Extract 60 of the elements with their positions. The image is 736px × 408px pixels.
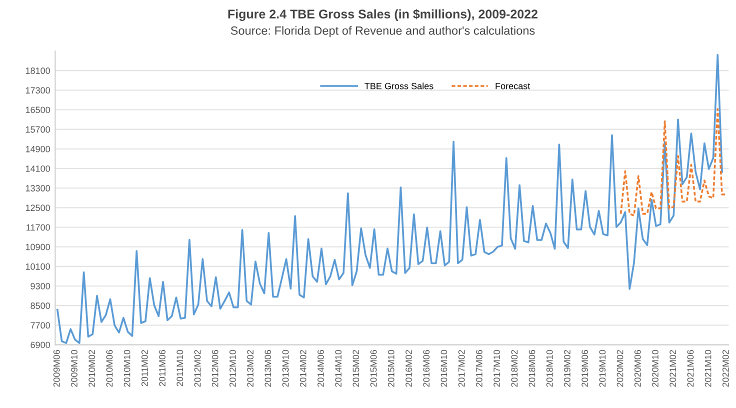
x-tick-label: 2021M06 (687, 350, 694, 387)
y-tick-label: 15700 (26, 126, 50, 133)
x-tick-label: 2013M02 (247, 350, 254, 387)
legend-label: TBE Gross Sales (364, 82, 434, 90)
y-tick-label: 10900 (26, 244, 50, 250)
x-tick-label: 2020M10 (652, 350, 658, 387)
x-tick-label: 2016M06 (423, 350, 430, 387)
x-tick-label: 2022M02 (722, 350, 729, 387)
y-tick-label: 8500 (30, 302, 50, 309)
x-tick-label: 2018M10 (546, 350, 553, 387)
y-tick-label: 17300 (26, 87, 50, 94)
y-tick-label: 18100 (26, 68, 50, 74)
x-tick-label: 2013M10 (282, 350, 289, 387)
x-tick-label: 2017M02 (458, 350, 465, 387)
x-tick-label: 2018M02 (511, 350, 518, 387)
chart-subtitle: Source: Florida Dept of Revenue and author's calculations (230, 26, 535, 38)
x-tick-label: 2011M02 (141, 350, 148, 386)
x-tick-label: 2015M10 (388, 350, 394, 387)
x-tick-label: 2016M10 (440, 350, 448, 387)
y-tick-label: 6900 (30, 342, 50, 348)
x-tick-label: 2010M06 (106, 350, 113, 387)
x-tick-label: 2012M10 (229, 350, 236, 387)
x-tick-label: 2016M02 (406, 350, 412, 387)
x-tick-label: 2020M06 (634, 350, 641, 387)
x-tick-label: 2015M06 (370, 350, 377, 387)
legend-label: Forecast (496, 82, 530, 90)
x-tick-label: 2009M06 (53, 350, 60, 387)
chart-title: Figure 2.4 TBE Gross Sales (in $millions), 2009-2022 (228, 9, 538, 22)
y-tick-label: 9300 (30, 282, 50, 290)
x-tick-label: 2019M06 (582, 350, 588, 387)
x-tick-label: 2019M10 (599, 350, 606, 387)
x-tick-label: 2014M10 (335, 350, 342, 387)
x-tick-label: 2017M10 (494, 350, 500, 387)
y-tick-label: 12500 (26, 204, 50, 212)
x-tick-label: 2018M06 (528, 350, 536, 387)
x-tick-label: 2011M10 (176, 350, 184, 386)
y-tick-label: 14100 (26, 165, 50, 172)
x-tick-label: 2014M02 (300, 350, 306, 387)
x-tick-label: 2012M02 (194, 350, 201, 387)
line-series (620, 108, 728, 216)
y-tick-label: 7700 (30, 322, 50, 329)
y-tick-label: 10100 (26, 263, 50, 270)
y-tick-label: 13300 (26, 185, 50, 192)
x-tick-label: 2014M06 (318, 350, 324, 387)
x-tick-label: 2015M02 (352, 350, 360, 387)
y-tick-label: 14900 (26, 146, 50, 152)
x-tick-label: 2011M06 (159, 350, 166, 386)
x-tick-label: 2021M02 (670, 350, 676, 387)
x-tick-label: 2013M06 (264, 350, 272, 387)
line-series (56, 54, 723, 344)
x-tick-label: 2012M06 (212, 350, 218, 387)
x-tick-label: 2010M02 (88, 350, 96, 387)
x-tick-label: 2017M06 (476, 350, 482, 387)
y-tick-label: 11700 (26, 224, 50, 231)
y-tick-label: 16500 (26, 106, 50, 114)
x-tick-label: 2010M10 (124, 350, 130, 387)
x-tick-label: 2021M10 (704, 350, 712, 387)
x-tick-label: 2020M02 (616, 350, 624, 387)
x-tick-label: 2009M10 (71, 350, 78, 387)
x-tick-label: 2019M02 (564, 350, 570, 387)
